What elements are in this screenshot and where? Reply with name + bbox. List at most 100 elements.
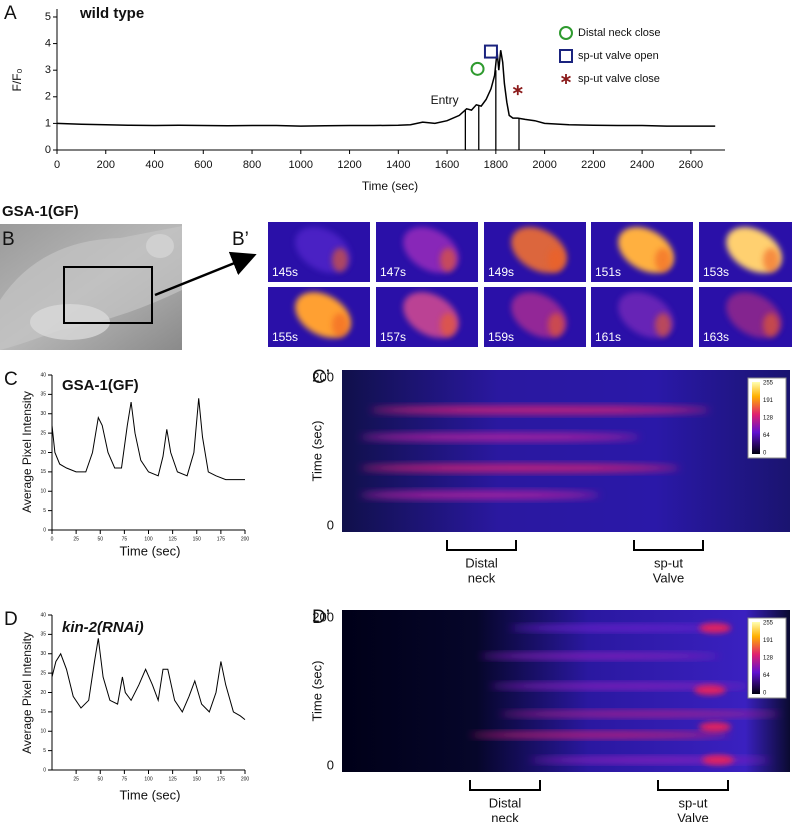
legend-label: Distal neck close: [578, 27, 661, 39]
region-label: sp-ut: [679, 795, 708, 810]
x-tick-label: 100: [144, 776, 153, 782]
y-tick-label: 3: [45, 64, 51, 76]
y-tick-label: 35: [40, 632, 46, 638]
x-tick-label: 1600: [435, 159, 459, 171]
heat-spot: [699, 722, 731, 732]
heat-stripe: [360, 433, 640, 441]
x-tick-label: 0: [51, 536, 54, 542]
x-tick-label: 0: [54, 159, 60, 171]
marker-circle: [470, 61, 485, 76]
y-tick-label: 30: [40, 411, 46, 417]
x-tick-label: 200: [97, 159, 115, 171]
legend-label: sp-ut valve close: [578, 73, 660, 85]
frame-blob: [440, 313, 456, 337]
y-tick-label: 10: [40, 489, 46, 495]
x-tick-label: 175: [217, 776, 226, 782]
y-tick-label: 5: [43, 508, 46, 514]
heat-spot: [694, 685, 726, 695]
colorbar-label: 255: [763, 621, 774, 627]
x-tick-label: 200: [241, 776, 250, 782]
frame-blob: [332, 313, 348, 337]
axes: [51, 375, 245, 531]
marker-asterisk: [561, 74, 571, 84]
x-tick-label: 25: [73, 776, 79, 782]
y-tick-label: 25: [40, 670, 46, 676]
marker-circle: [559, 26, 573, 40]
frame-label: 153s: [703, 265, 729, 279]
heat-stripe: [370, 406, 710, 414]
x-tick-label: 50: [97, 776, 103, 782]
x-axis-label: Time (sec): [120, 787, 181, 802]
region-label: Valve: [653, 570, 685, 585]
region-label: sp-ut: [654, 555, 683, 570]
y-axis-label: Average Pixel Intensity: [20, 632, 34, 754]
colorbar-label: 128: [763, 416, 774, 422]
line-series: [51, 398, 245, 481]
y-tick-label: 10: [40, 729, 46, 735]
y-tick-label: 5: [45, 11, 51, 23]
colorbar-label: 0: [763, 451, 767, 457]
frame-blob: [440, 248, 456, 272]
frame-label: 155s: [272, 330, 298, 344]
y-tick-label: 25: [40, 430, 46, 436]
y-tick-label: 20: [40, 450, 46, 456]
heat-spot: [699, 623, 731, 633]
frame-label: 151s: [595, 265, 621, 279]
colorbar: [752, 622, 760, 694]
panel-label: C’: [312, 367, 330, 388]
y-tick-label: 30: [40, 651, 46, 657]
heat-spot: [702, 755, 734, 765]
x-tick-label: 125: [168, 776, 177, 782]
x-tick-label: 2200: [581, 159, 605, 171]
x-tick-label: 2000: [532, 159, 556, 171]
y-tick-label: 0: [327, 517, 334, 532]
x-tick-label: 400: [145, 159, 163, 171]
heat-stripe: [500, 711, 780, 717]
frame-blob: [763, 248, 779, 272]
y-axis-label: Time (sec): [309, 661, 324, 722]
frame-label: 161s: [595, 330, 621, 344]
frame-blob: [655, 313, 671, 337]
bracket: [446, 540, 517, 551]
x-tick-label: 200: [241, 536, 250, 542]
frame-blob: [332, 248, 348, 272]
y-tick-label: 0: [43, 767, 46, 773]
y-axis-label: Time (sec): [309, 421, 324, 482]
heat-stripe: [360, 464, 680, 472]
frame-blob: [763, 313, 779, 337]
y-axis-label: F/F₀: [10, 68, 24, 91]
panel-label: D: [4, 609, 18, 630]
y-tick-label: 20: [40, 690, 46, 696]
heat-stripe: [470, 732, 730, 738]
chart-title: wild type: [79, 5, 144, 22]
colorbar: [752, 382, 760, 454]
y-tick-label: 0: [327, 757, 334, 772]
x-tick-label: 25: [73, 536, 79, 542]
line-series: [56, 50, 716, 127]
y-tick-label: 4: [45, 37, 51, 49]
colorbar-label: 0: [763, 691, 767, 697]
arrow: [154, 251, 257, 297]
colorbar-label: 255: [763, 381, 774, 387]
region-label: Distal: [489, 795, 522, 810]
y-axis-label: Average Pixel Intensity: [20, 391, 34, 513]
colorbar-label: 128: [763, 656, 774, 662]
y-tick-label: 0: [43, 527, 46, 533]
frame-label: 145s: [272, 265, 298, 279]
x-axis-label: Time (sec): [120, 543, 181, 558]
y-tick-label: 200: [312, 369, 334, 384]
heatmaps: C’Time (sec)2000255191128640Distalnecksp…: [309, 367, 790, 822]
x-tick-label: 150: [193, 536, 202, 542]
colorbar-label: 64: [763, 673, 770, 679]
x-tick-label: 1400: [386, 159, 410, 171]
panel-label: A: [4, 3, 17, 24]
panel-label: C: [4, 369, 18, 390]
heatmap: [342, 370, 790, 532]
frame-label: 159s: [488, 330, 514, 344]
heat-stripe: [480, 653, 720, 659]
x-axis-label: Time (sec): [362, 179, 418, 193]
y-tick-label: 40: [40, 372, 46, 378]
colorbar-label: 191: [763, 398, 774, 404]
x-tick-label: 75: [122, 776, 128, 782]
colorbar-label: 191: [763, 638, 774, 644]
